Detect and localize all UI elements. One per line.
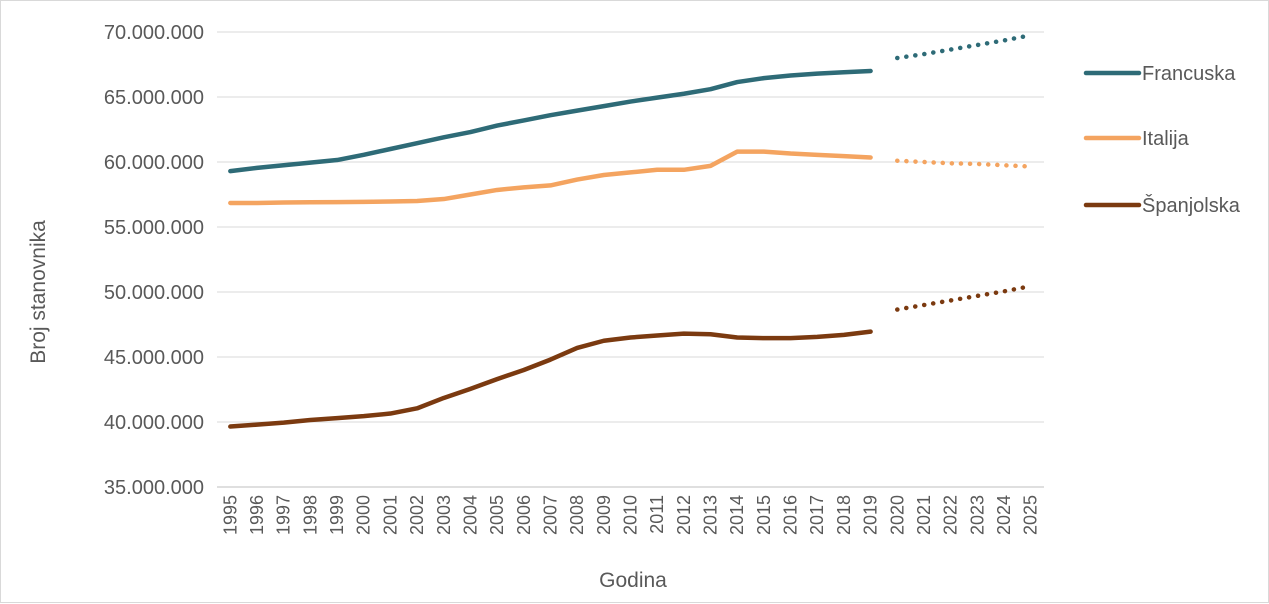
x-tick-label: 2001 (380, 495, 400, 535)
x-tick-label: 2008 (567, 495, 587, 535)
x-tick-label: 2024 (994, 495, 1014, 535)
x-tick-label: 2022 (941, 495, 961, 535)
x-tick-label: 1999 (327, 495, 347, 535)
y-tick-label: 50.000.000 (104, 282, 204, 304)
y-tick-label: 55.000.000 (104, 217, 204, 239)
x-tick-label: 2016 (781, 495, 801, 535)
x-tick-label: 2003 (434, 495, 454, 535)
x-tick-label: 2002 (407, 495, 427, 535)
x-tick-label: 2010 (621, 495, 641, 535)
y-tick-label: 60.000.000 (104, 152, 204, 174)
legend-label: Francuska (1142, 63, 1236, 85)
series-lines (228, 33, 1033, 429)
x-tick-label: 1998 (300, 495, 320, 535)
y-tick-label: 35.000.000 (104, 477, 204, 499)
x-tick-label: 2006 (514, 495, 534, 535)
x-tick-label: 2025 (1021, 495, 1041, 535)
projection-line (895, 158, 1033, 169)
x-tick-label: 2017 (807, 495, 827, 535)
x-tick-label: 2019 (861, 495, 881, 535)
x-tick-label: 2015 (754, 495, 774, 535)
x-axis-ticks: 1995 1996 1997 1998 1999 2000 2001 2002 2003 2004… (220, 495, 1040, 535)
x-tick-label: 1996 (247, 495, 267, 535)
x-tick-label: 2009 (594, 495, 614, 535)
x-tick-label: 2004 (460, 495, 480, 535)
series-line (228, 68, 873, 174)
y-tick-label: 70.000.000 (104, 22, 204, 44)
y-tick-label: 40.000.000 (104, 412, 204, 434)
x-tick-label: 2000 (354, 495, 374, 535)
x-tick-label: 1995 (220, 495, 240, 535)
x-tick-label: 2020 (887, 495, 907, 535)
y-tick-label: 65.000.000 (104, 87, 204, 109)
x-axis-title: Godina (599, 569, 667, 592)
series-line (228, 329, 873, 429)
legend: Francuska Italija Španjolska (1083, 63, 1241, 217)
x-tick-label: 2013 (701, 495, 721, 535)
x-tick-label: 2011 (647, 495, 667, 534)
x-tick-label: 1997 (274, 495, 294, 535)
y-tick-label: 45.000.000 (104, 347, 204, 369)
series-line (228, 149, 873, 206)
x-tick-label: 2018 (834, 495, 854, 535)
y-axis-ticks: 35.000.000 40.000.000 45.000.000 50.000.000… (104, 22, 204, 499)
y-axis-title: Broj stanovnika (27, 220, 50, 364)
x-tick-label: 2021 (914, 495, 934, 535)
x-tick-label: 2023 (967, 495, 987, 535)
projection-line (895, 283, 1033, 312)
legend-label: Italija (1142, 128, 1190, 150)
x-tick-label: 2007 (540, 495, 560, 535)
x-tick-label: 2014 (727, 495, 747, 535)
x-tick-label: 2012 (674, 495, 694, 535)
x-tick-label: 2005 (487, 495, 507, 535)
legend-label: Španjolska (1142, 194, 1241, 217)
projection-line (895, 33, 1033, 61)
gridlines (217, 31, 1044, 488)
